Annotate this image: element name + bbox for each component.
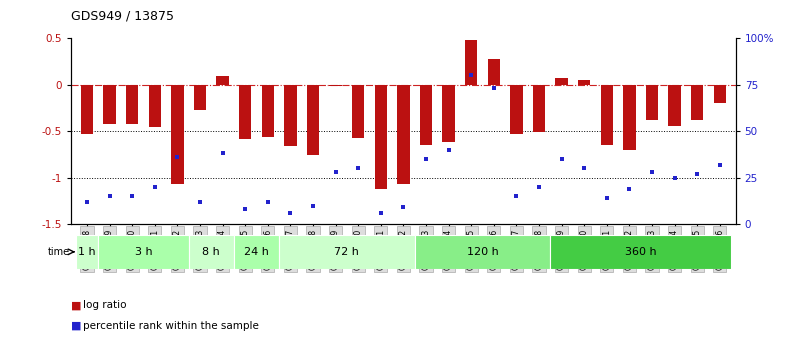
Bar <box>284 85 297 146</box>
Bar <box>104 85 115 124</box>
Bar <box>149 85 161 127</box>
Point <box>307 203 320 208</box>
Point <box>532 184 545 190</box>
Bar <box>465 40 478 85</box>
Point <box>555 156 568 162</box>
Bar <box>217 76 229 85</box>
Bar <box>533 85 545 132</box>
Text: percentile rank within the sample: percentile rank within the sample <box>83 321 259 331</box>
Point <box>374 210 387 216</box>
Point <box>442 147 455 152</box>
Bar <box>420 85 432 145</box>
Bar <box>329 85 342 86</box>
Bar <box>713 85 726 103</box>
Bar <box>194 85 206 110</box>
Text: 8 h: 8 h <box>202 247 220 257</box>
Point <box>239 207 252 212</box>
Bar <box>239 85 252 139</box>
Point <box>216 151 229 156</box>
Point <box>397 205 410 210</box>
Bar <box>234 235 279 269</box>
Bar <box>279 235 414 269</box>
Text: 120 h: 120 h <box>467 247 498 257</box>
Point <box>645 169 658 175</box>
Point <box>600 195 613 201</box>
Point <box>487 86 500 91</box>
Bar <box>189 235 234 269</box>
Bar <box>442 85 455 142</box>
Bar <box>578 80 590 85</box>
Point <box>126 194 138 199</box>
Point <box>329 169 342 175</box>
Text: 24 h: 24 h <box>244 247 269 257</box>
Text: 3 h: 3 h <box>134 247 153 257</box>
Bar <box>510 85 523 134</box>
Bar <box>555 78 568 85</box>
Bar <box>551 235 731 269</box>
Bar <box>171 85 184 184</box>
Bar <box>81 85 93 134</box>
Bar <box>98 235 189 269</box>
Point <box>171 155 184 160</box>
Bar <box>262 85 274 137</box>
Bar <box>397 85 410 184</box>
Point <box>262 199 274 205</box>
Point <box>149 184 161 190</box>
Text: ■: ■ <box>71 321 81 331</box>
Text: 360 h: 360 h <box>625 247 657 257</box>
Text: ■: ■ <box>71 300 81 310</box>
Point <box>578 166 591 171</box>
Bar <box>375 85 387 189</box>
Bar <box>623 85 636 150</box>
Point <box>465 72 478 78</box>
Bar <box>600 85 613 145</box>
Point <box>284 210 297 216</box>
Text: log ratio: log ratio <box>83 300 127 310</box>
Bar <box>76 235 98 269</box>
Bar <box>307 85 320 155</box>
Point <box>510 194 523 199</box>
Point <box>81 199 93 205</box>
Point <box>668 175 681 180</box>
Point <box>104 194 116 199</box>
Bar <box>414 235 551 269</box>
Text: GDS949 / 13875: GDS949 / 13875 <box>71 9 174 22</box>
Point <box>713 162 726 167</box>
Point <box>352 166 365 171</box>
Point <box>623 186 636 191</box>
Bar <box>645 85 658 120</box>
Bar <box>126 85 138 124</box>
Text: 72 h: 72 h <box>335 247 359 257</box>
Bar <box>487 59 500 85</box>
Text: 1 h: 1 h <box>78 247 96 257</box>
Point <box>194 199 206 205</box>
Point <box>691 171 703 177</box>
Bar <box>668 85 681 126</box>
Point <box>420 156 433 162</box>
Bar <box>352 85 365 138</box>
Bar <box>691 85 703 120</box>
Text: time: time <box>48 247 70 257</box>
